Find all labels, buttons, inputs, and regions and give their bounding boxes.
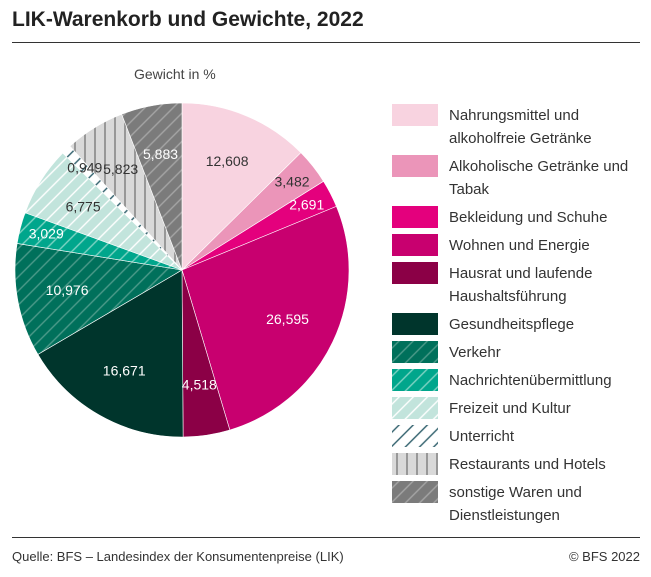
legend-swatch: [392, 234, 438, 256]
legend-item: Verkehr: [392, 341, 647, 364]
copyright: © BFS 2022: [568, 549, 640, 564]
subtitle: Gewicht in %: [134, 66, 216, 82]
data-label: 4,518: [182, 376, 217, 392]
data-label: 2,691: [289, 197, 324, 213]
legend-swatch-fill: [392, 341, 438, 363]
legend-swatch-fill: [392, 397, 438, 419]
legend-swatch-fill: [392, 104, 438, 126]
legend-label: Bekleidung und Schuhe: [449, 209, 608, 226]
pie-slice: [37, 269, 184, 438]
legend-swatch-fill: [392, 206, 438, 228]
data-label: 26,595: [266, 311, 309, 327]
pie-slice: [181, 206, 350, 431]
legend-swatch-fill: [392, 453, 438, 475]
legend-item: sonstige Waren und Dienstleistungen: [392, 481, 647, 527]
data-label: 12,608: [206, 153, 249, 169]
data-label: 3,482: [274, 174, 309, 190]
legend-label: Gesundheitspflege: [449, 316, 575, 333]
chart-title: LIK-Warenkorb und Gewichte, 2022: [12, 8, 364, 31]
legend-swatch: [392, 341, 438, 363]
legend-item: Unterricht: [392, 425, 647, 448]
legend-label: Restaurants und Hotels: [449, 456, 606, 473]
legend-item: Restaurants und Hotels: [392, 453, 647, 476]
legend-swatch-fill: [392, 481, 438, 503]
legend-label: sonstige Waren und Dienstleistungen: [449, 484, 582, 524]
legend-swatch: [392, 453, 438, 475]
legend-swatch: [392, 481, 438, 503]
data-label: 5,823: [103, 161, 138, 177]
legend-item: Bekleidung und Schuhe: [392, 206, 647, 229]
legend-item: Gesundheitspflege: [392, 313, 647, 336]
rule: [12, 42, 640, 43]
legend-swatch-fill: [392, 369, 438, 391]
legend-label: Verkehr: [449, 344, 501, 361]
legend-label: Nachrichtenübermittlung: [449, 372, 612, 389]
data-label: 6,775: [66, 198, 101, 214]
legend-label: Hausrat und laufende Haushaltsführung: [449, 265, 593, 305]
legend-item: Alkoholische Getränke und Tabak: [392, 155, 647, 201]
legend-label: Freizeit und Kultur: [449, 400, 571, 417]
legend-swatch: [392, 313, 438, 335]
legend-label: Alkoholische Getränke und Tabak: [449, 158, 629, 198]
pie: 12,608 3,482 2,691 26,595 4,518 16,671 10,976 3…: [14, 102, 350, 438]
pie-slice: [14, 243, 183, 355]
legend-label: Wohnen und Energie: [449, 237, 590, 254]
legend-swatch: [392, 155, 438, 177]
data-label: 0,949: [67, 160, 102, 176]
pie-slice: [121, 102, 183, 271]
legend-swatch: [392, 425, 438, 447]
legend-swatch-fill: [392, 425, 438, 447]
legend-swatch-fill: [392, 313, 438, 335]
legend-item: Freizeit und Kultur: [392, 397, 647, 420]
data-label: 10,976: [46, 282, 89, 298]
legend-swatch: [392, 206, 438, 228]
data-label: 5,883: [143, 146, 178, 162]
legend-item: Hausrat und laufende Haushaltsführung: [392, 262, 647, 308]
pie-slice: [181, 102, 302, 271]
source: Quelle: BFS – Landesindex der Konsumente…: [12, 549, 344, 564]
data-label: 3,029: [29, 225, 64, 241]
legend-item: Nachrichtenübermittlung: [392, 369, 647, 392]
legend-swatch: [392, 369, 438, 391]
legend-swatch: [392, 262, 438, 284]
rule: [12, 537, 640, 538]
legend-item: Nahrungsmittel und alkoholfreie Getränke: [392, 104, 647, 150]
legend-item: Wohnen und Energie: [392, 234, 647, 257]
legend-swatch: [392, 104, 438, 126]
legend-swatch-fill: [392, 234, 438, 256]
legend: Nahrungsmittel und alkoholfreie Getränke…: [392, 104, 647, 532]
legend-swatch: [392, 397, 438, 419]
legend-swatch-fill: [392, 155, 438, 177]
data-label: 16,671: [103, 362, 146, 378]
legend-label: Unterricht: [449, 428, 515, 445]
legend-label: Nahrungsmittel und alkoholfreie Getränke: [449, 107, 592, 147]
legend-swatch-fill: [392, 262, 438, 284]
